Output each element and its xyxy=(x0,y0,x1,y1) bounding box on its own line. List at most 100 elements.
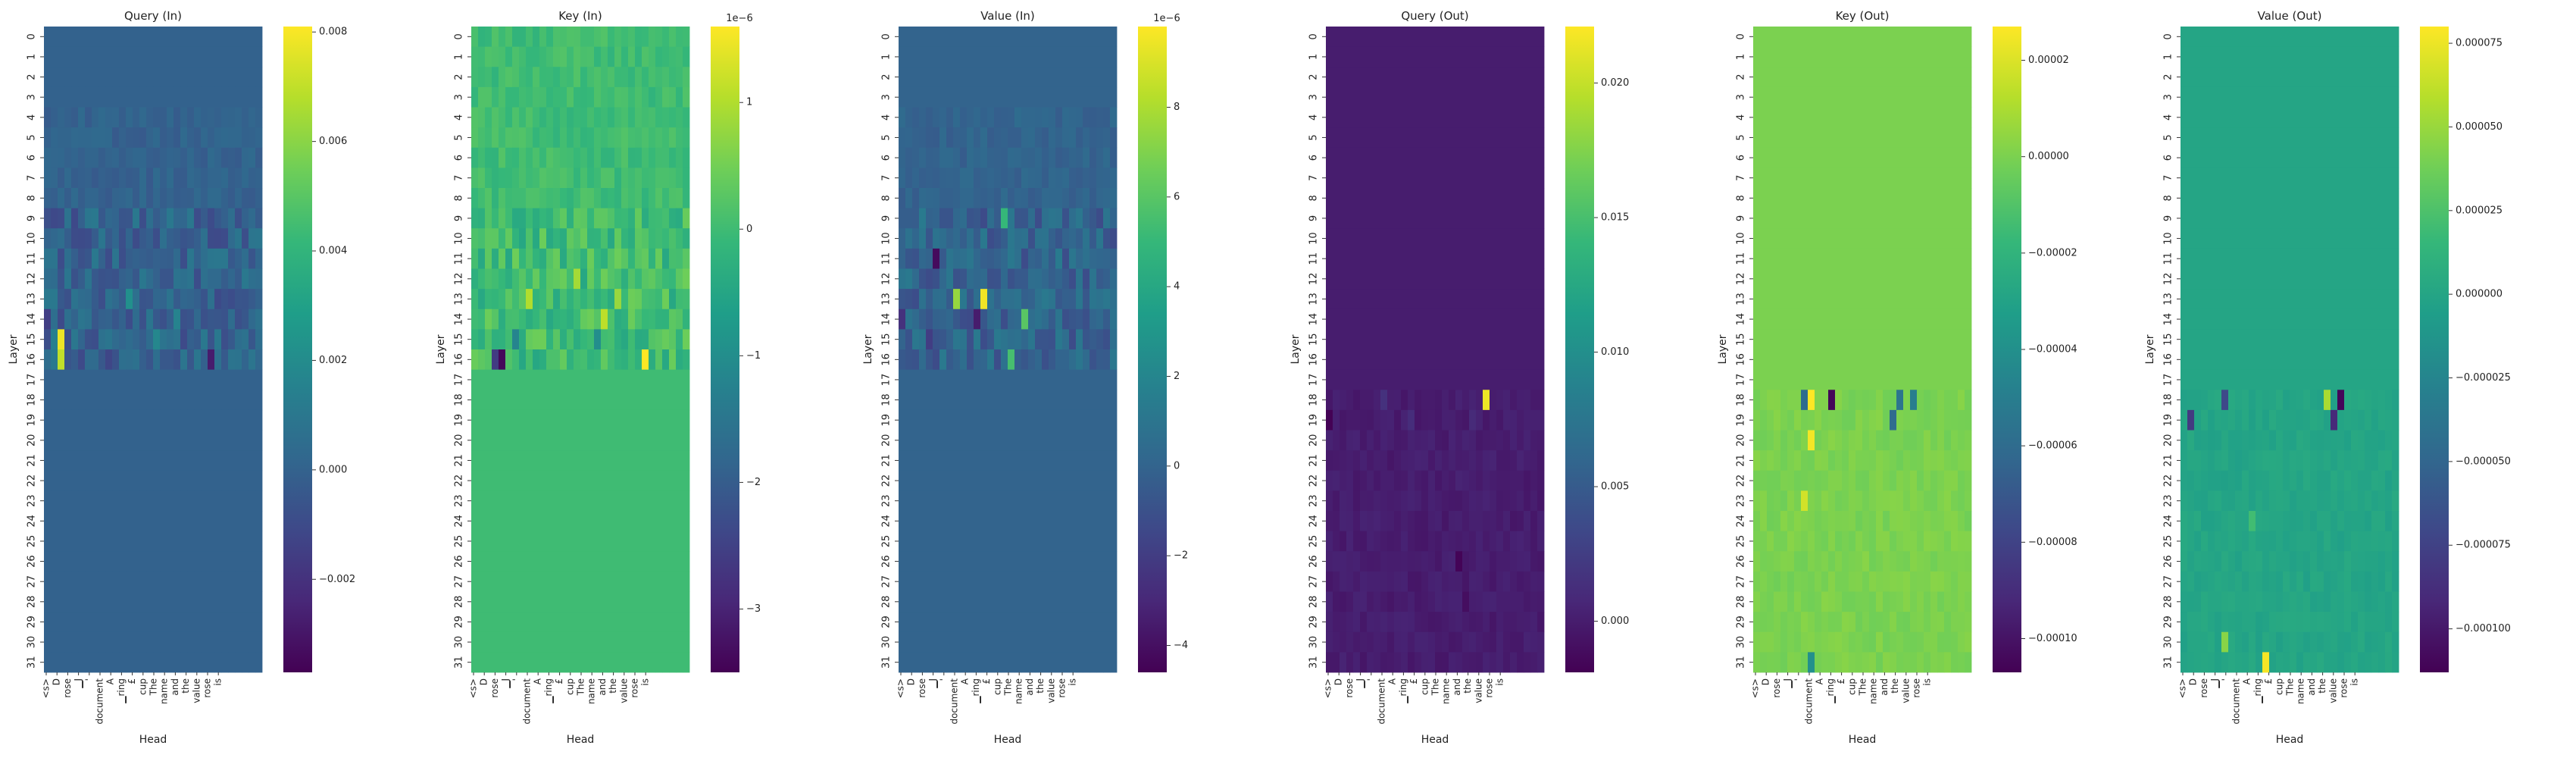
heatmap-cell xyxy=(1855,67,1863,88)
heatmap-cell xyxy=(1476,329,1483,350)
heatmap-cell xyxy=(1096,490,1104,512)
heatmap-cell xyxy=(1524,27,1531,48)
heatmap-cell xyxy=(553,470,561,491)
heatmap-cell xyxy=(153,208,161,229)
heatmap-cell xyxy=(519,188,527,209)
heatmap-cell xyxy=(1049,511,1056,532)
heatmap-cell xyxy=(1855,289,1863,310)
heatmap-cell xyxy=(912,511,920,532)
heatmap-cell xyxy=(635,390,642,411)
heatmap-cell xyxy=(78,329,86,350)
heatmap-cell xyxy=(1869,208,1877,229)
heatmap-cell xyxy=(1028,67,1036,88)
heatmap-cell xyxy=(1794,147,1802,168)
heatmap-cell xyxy=(912,107,920,128)
heatmap-cell xyxy=(201,127,208,149)
heatmap-cell xyxy=(1415,490,1422,512)
heatmap-cell xyxy=(926,450,933,471)
heatmap-cell xyxy=(1028,409,1036,431)
heatmap-cell xyxy=(1808,127,1815,149)
heatmap-cell xyxy=(139,369,147,390)
heatmap-cell xyxy=(642,551,649,572)
heatmap-cell xyxy=(1896,289,1904,310)
heatmap-cell xyxy=(560,430,567,451)
heatmap-cell xyxy=(662,571,670,592)
heatmap-cell xyxy=(1524,612,1531,633)
heatmap-cell xyxy=(1524,450,1531,471)
heatmap-cell xyxy=(1442,27,1449,48)
heatmap-cell xyxy=(946,531,954,552)
heatmap-cell xyxy=(614,147,622,168)
heatmap-cell xyxy=(1110,147,1118,168)
heatmap-cell xyxy=(1462,27,1470,48)
heatmap-cell xyxy=(1415,107,1422,128)
heatmap-cell xyxy=(112,369,120,390)
heatmap-cell xyxy=(1483,591,1490,612)
heatmap-cell xyxy=(1387,551,1395,572)
heatmap-cell xyxy=(974,289,981,310)
y-tick-label: 15 xyxy=(1308,333,1320,346)
heatmap-cell xyxy=(574,631,581,653)
heatmap-cell xyxy=(174,86,181,108)
heatmap-cell xyxy=(594,490,602,512)
heatmap-cell xyxy=(1490,531,1497,552)
heatmap-cell xyxy=(912,127,920,149)
heatmap-cell xyxy=(1469,147,1477,168)
heatmap-cell xyxy=(655,168,663,189)
heatmap-cell xyxy=(1442,208,1449,229)
heatmap-cell xyxy=(994,531,1002,552)
heatmap-cell xyxy=(64,208,72,229)
heatmap-cell xyxy=(587,450,595,471)
heatmap-cell xyxy=(221,631,229,653)
heatmap-cell xyxy=(1435,248,1443,269)
heatmap-cell xyxy=(194,369,202,390)
heatmap-cell xyxy=(1367,369,1374,390)
heatmap-cell xyxy=(621,188,629,209)
heatmap-cell xyxy=(194,511,202,532)
heatmap-cell xyxy=(44,168,52,189)
heatmap-cell xyxy=(492,107,499,128)
heatmap-cell xyxy=(64,127,72,149)
heatmap-cell xyxy=(1842,248,1849,269)
heatmap-cell xyxy=(1937,27,1945,48)
heatmap-cell xyxy=(92,652,99,673)
y-tick-label: 23 xyxy=(1308,494,1320,507)
heatmap-cell xyxy=(1510,67,1518,88)
heatmap-cell xyxy=(221,551,229,572)
heatmap-cell xyxy=(655,531,663,552)
heatmap-cell xyxy=(1340,369,1347,390)
y-tick-label: 29 xyxy=(881,615,893,628)
heatmap-cell xyxy=(1455,551,1463,572)
heatmap-cell xyxy=(1455,349,1463,371)
heatmap-cell xyxy=(71,86,79,108)
heatmap-cell xyxy=(553,168,561,189)
heatmap-cell xyxy=(174,551,181,572)
heatmap-cell xyxy=(1496,107,1504,128)
heatmap-cell xyxy=(994,168,1002,189)
heatmap-cell xyxy=(1815,107,1822,128)
heatmap-cell xyxy=(1510,268,1518,290)
heatmap-cell xyxy=(946,248,954,269)
y-tick-label: 30 xyxy=(454,636,465,649)
heatmap-cell xyxy=(1049,390,1056,411)
heatmap-cell xyxy=(601,147,608,168)
heatmap-cell xyxy=(92,349,99,371)
heatmap-cell xyxy=(1069,490,1077,512)
heatmap-cell xyxy=(228,329,236,350)
heatmap-cell xyxy=(635,591,642,612)
heatmap-cell xyxy=(980,470,988,491)
heatmap-cell xyxy=(1517,409,1524,431)
heatmap-cell xyxy=(642,450,649,471)
heatmap-cell xyxy=(655,46,663,67)
heatmap-cell xyxy=(1821,289,1829,310)
heatmap-cell xyxy=(601,612,608,633)
heatmap-cell xyxy=(78,612,86,633)
heatmap-cell xyxy=(980,571,988,592)
heatmap-cell xyxy=(1340,107,1347,128)
heatmap-cell xyxy=(1096,309,1104,330)
heatmap-cell xyxy=(1049,450,1056,471)
heatmap-cell xyxy=(92,531,99,552)
heatmap-cell xyxy=(1449,168,1456,189)
heatmap-cell xyxy=(635,208,642,229)
heatmap-cell xyxy=(1890,107,1897,128)
